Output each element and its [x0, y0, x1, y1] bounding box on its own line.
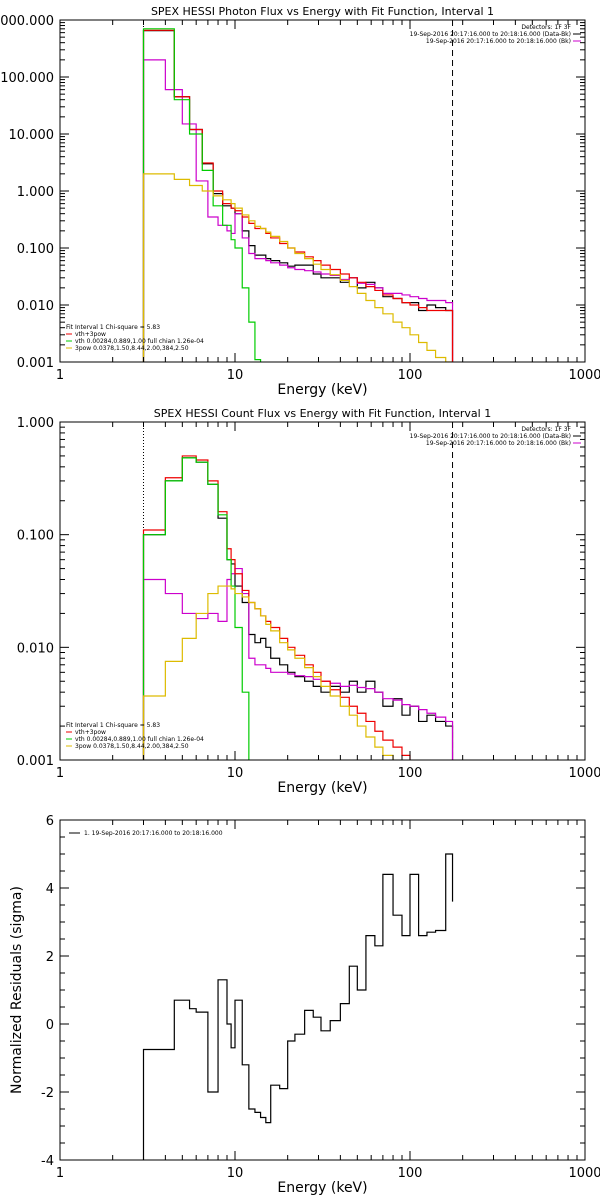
legend-entry: 19-Sep-2016 20:17:16.000 to 20:18:16.000… — [410, 433, 571, 440]
x-tick-label: 1000 — [568, 1166, 600, 1181]
y-tick-label: 0.010 — [17, 299, 54, 314]
y-tick-label: 0.100 — [17, 529, 54, 544]
legend-entry: 3pow 0.0378,1.50,8.44,2.00,384,2.50 — [75, 345, 189, 352]
x-axis-label: Energy (keV) — [277, 780, 367, 796]
series-line-bk — [142, 567, 454, 760]
chart-panel-2: SPEX HESSI Count Flux vs Energy with Fit… — [17, 407, 600, 796]
series-line-data-bk — [142, 30, 454, 362]
chart-title: SPEX HESSI Photon Flux vs Energy with Fi… — [151, 5, 494, 18]
y-tick-label: 0.010 — [17, 641, 54, 656]
series-line-vth-3pow — [142, 29, 454, 362]
chart-panel-1: SPEX HESSI Photon Flux vs Energy with Fi… — [0, 5, 600, 398]
legend-entry: 1. 19-Sep-2016 20:17:16.000 to 20:18:16.… — [84, 830, 223, 837]
x-tick-label: 10 — [227, 368, 244, 383]
y-tick-label: 1000.000 — [0, 14, 54, 29]
chart-title: SPEX HESSI Count Flux vs Energy with Fit… — [154, 407, 491, 420]
plot-frame — [59, 819, 586, 1161]
legend-entry: 19-Sep-2016 20:17:16.000 to 20:18:16.000… — [426, 440, 571, 447]
legend-entry: Detectors: 1F 3F — [521, 426, 571, 433]
y-tick-label: 0.001 — [17, 356, 54, 371]
y-tick-label: 4 — [46, 882, 54, 897]
series-line-data-bk — [142, 457, 454, 760]
series-line-bk — [142, 59, 454, 362]
x-axis-label: Energy (keV) — [277, 382, 367, 398]
x-axis-label: Energy (keV) — [277, 1180, 367, 1196]
x-tick-label: 1000 — [568, 766, 600, 781]
y-tick-label: 1.000 — [17, 185, 54, 200]
legend-entry: vth 0.00284,0.889,1.00 full chian 1.26e-… — [75, 736, 204, 743]
x-tick-label: 1 — [56, 766, 64, 781]
y-tick-label: 2 — [46, 950, 54, 965]
legend-entry: vth+3pow — [75, 729, 106, 736]
series-line-1-19-sep-2016-20-17-16-000-to-20-18-16-000 — [142, 853, 454, 1160]
legend-entry: 3pow 0.0378,1.50,8.44,2.00,384,2.50 — [75, 743, 189, 750]
legend-entry: 19-Sep-2016 20:17:16.000 to 20:18:16.000… — [410, 31, 571, 38]
legend-entry: vth+3pow — [75, 331, 106, 338]
series-line-vth — [142, 457, 454, 760]
y-tick-label: 1.000 — [17, 416, 54, 431]
x-tick-label: 10 — [227, 766, 244, 781]
x-tick-label: 100 — [398, 1166, 423, 1181]
y-axis-label: Normalized Residuals (sigma) — [9, 886, 25, 1094]
y-tick-label: 6 — [46, 814, 54, 829]
y-tick-label: 0.100 — [17, 242, 54, 257]
y-tick-label: 100.000 — [0, 71, 54, 86]
series-line-3pow — [142, 585, 454, 760]
y-tick-label: -4 — [41, 1154, 54, 1169]
legend-entry: Fit Interval 1 Chi-square = 5.83 — [66, 324, 160, 331]
y-tick-label: 0.001 — [17, 754, 54, 769]
series-line-vth-3pow — [142, 455, 454, 760]
x-tick-label: 100 — [398, 766, 423, 781]
legend-entry: vth 0.00284,0.889,1.00 full chian 1.26e-… — [75, 338, 204, 345]
legend-entry: 19-Sep-2016 20:17:16.000 to 20:18:16.000… — [426, 38, 571, 45]
y-tick-label: -2 — [41, 1086, 54, 1101]
x-tick-label: 1 — [56, 1166, 64, 1181]
x-tick-label: 100 — [398, 368, 423, 383]
plot-frame — [59, 421, 586, 761]
legend-entry: Detectors: 1F 3F — [521, 24, 571, 31]
x-tick-label: 1000 — [568, 368, 600, 383]
y-tick-label: 0 — [46, 1018, 54, 1033]
series-line-vth — [142, 28, 454, 362]
plot-frame — [59, 19, 586, 363]
series-line-3pow — [142, 173, 453, 362]
x-tick-label: 1 — [56, 368, 64, 383]
x-tick-label: 10 — [227, 1166, 244, 1181]
y-tick-label: 10.000 — [9, 128, 55, 143]
legend-entry: Fit Interval 1 Chi-square = 5.83 — [66, 722, 160, 729]
chart-panel-3: 1 10 100 1000 Energy (keV) -4 -2 0 2 4 6 Normalized… — [9, 814, 600, 1196]
